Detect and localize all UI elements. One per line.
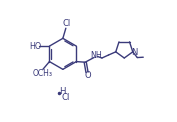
Text: Cl: Cl [62,93,70,102]
Text: Cl: Cl [62,19,71,28]
Text: OCH₃: OCH₃ [32,69,52,78]
Text: N: N [131,48,137,57]
Text: O: O [85,71,91,80]
Text: HO: HO [29,42,41,51]
Text: NH: NH [90,51,102,60]
Text: H: H [59,87,66,96]
